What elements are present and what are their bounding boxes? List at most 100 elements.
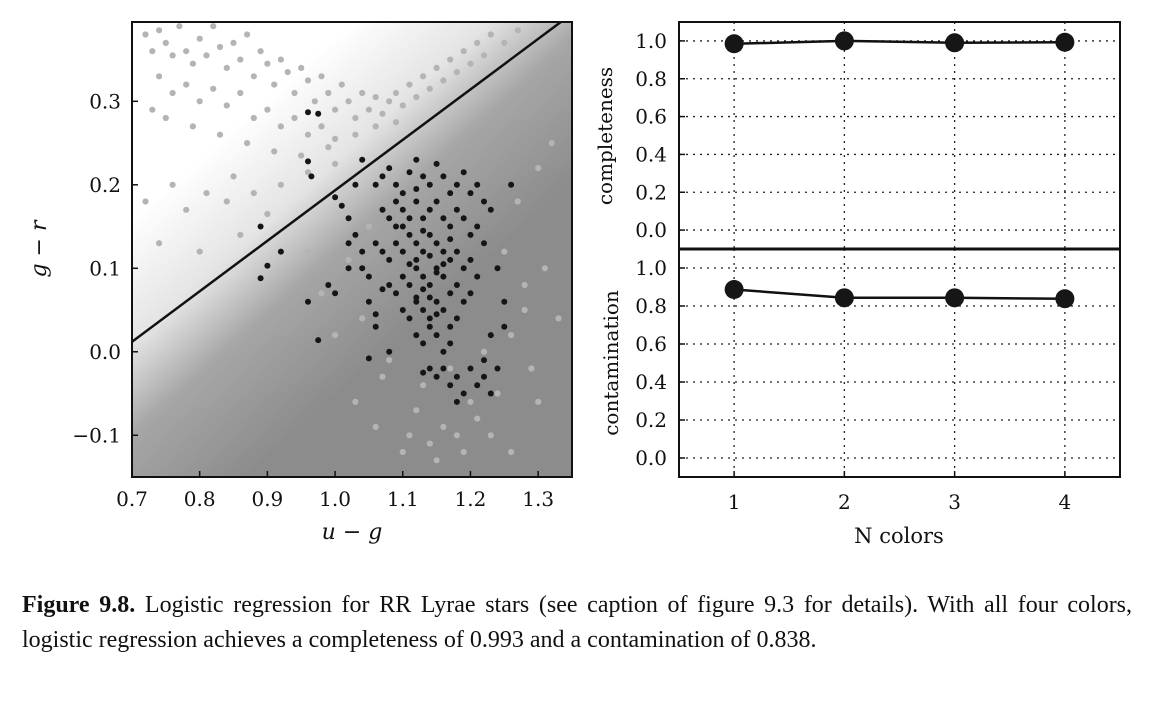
scatter-point-light xyxy=(291,114,298,122)
scatter-point-dark xyxy=(460,265,467,272)
scatter-point-dark xyxy=(447,382,454,389)
scatter-point-light xyxy=(386,357,393,364)
scatter-point-light xyxy=(325,89,332,97)
scatter-y-label: g − r xyxy=(27,219,52,278)
scatter-point-light xyxy=(311,98,318,105)
scatter-point-light xyxy=(149,48,156,55)
scatter-point-light xyxy=(183,48,190,55)
scatter-point-light xyxy=(426,85,433,92)
scatter-x-tick-label: 1.0 xyxy=(319,487,351,511)
contamination-x-tick-label: 4 xyxy=(1059,490,1072,514)
scatter-point-light xyxy=(426,440,433,447)
contamination-y-axis: 0.0 0.2 0.4 0.6 0.8 1.0 xyxy=(635,256,685,470)
scatter-point-dark xyxy=(406,231,413,238)
contamination-y-tick-label: 0.2 xyxy=(635,408,667,432)
scatter-point-dark xyxy=(474,273,481,280)
scatter-point-light xyxy=(210,23,217,30)
scatter-point-light xyxy=(304,131,312,138)
scatter-point-light xyxy=(528,365,535,372)
scatter-point-light xyxy=(392,89,400,97)
scatter-point-dark xyxy=(467,190,474,197)
scatter-point-light xyxy=(210,85,217,92)
scatter-point-light xyxy=(244,31,251,38)
scatter-point-light xyxy=(501,248,508,255)
scatter-point-dark xyxy=(399,248,406,255)
scatter-point-dark xyxy=(386,348,393,355)
scatter-point-dark xyxy=(406,315,413,322)
scatter-point-dark xyxy=(386,256,393,263)
scatter-point-light xyxy=(521,306,528,314)
scatter-point-light xyxy=(508,448,515,456)
scatter-point-dark xyxy=(345,215,352,222)
scatter-point-light xyxy=(196,35,203,42)
contamination-marker xyxy=(945,288,965,308)
scatter-point-light xyxy=(142,31,149,38)
scatter-point-dark xyxy=(393,290,399,297)
scatter-point-light xyxy=(216,131,224,138)
completeness-marker xyxy=(724,34,744,54)
scatter-x-label: u − g xyxy=(322,520,383,545)
scatter-point-light xyxy=(555,315,562,322)
scatter-point-light xyxy=(413,407,420,414)
completeness-y-axis: 0.0 0.2 0.4 0.6 0.8 1.0 xyxy=(635,29,685,242)
scatter-point-dark xyxy=(487,390,494,397)
scatter-point-light xyxy=(257,48,264,55)
scatter-point-dark xyxy=(453,398,460,405)
scatter-point-dark xyxy=(420,286,427,293)
scatter-point-light xyxy=(372,123,379,130)
scatter-point-light xyxy=(325,144,332,151)
scatter-point-light xyxy=(420,73,427,80)
scatter-point-light xyxy=(149,106,156,113)
scatter-point-light xyxy=(365,106,372,113)
contamination-x-tick-label: 1 xyxy=(728,490,741,514)
contamination-marker xyxy=(1055,289,1075,309)
scatter-point-dark xyxy=(345,265,352,272)
scatter-point-dark xyxy=(426,206,433,213)
scatter-point-dark xyxy=(420,248,427,255)
scatter-point-light xyxy=(386,98,393,105)
scatter-point-dark xyxy=(453,373,460,380)
scatter-point-light xyxy=(345,98,352,105)
scatter-point-light xyxy=(304,77,312,84)
scatter-point-light xyxy=(379,373,386,380)
scatter-point-light xyxy=(399,448,406,456)
scatter-point-light xyxy=(508,332,515,339)
completeness-y-tick-label: 0.6 xyxy=(635,105,667,129)
scatter-point-dark xyxy=(264,262,271,269)
scatter-point-light xyxy=(487,432,494,439)
scatter-points xyxy=(142,23,562,464)
scatter-point-light xyxy=(487,31,494,38)
scatter-point-dark xyxy=(413,298,420,305)
scatter-point-dark xyxy=(379,248,386,255)
scatter-point-dark xyxy=(501,298,508,305)
scatter-point-dark xyxy=(372,181,379,188)
scatter-point-light xyxy=(277,123,284,130)
scatter-point-light xyxy=(406,432,413,439)
scatter-point-dark xyxy=(453,248,460,255)
scatter-point-dark xyxy=(359,156,366,163)
scatter-point-light xyxy=(474,39,481,47)
scatter-point-dark xyxy=(433,240,440,247)
scatter-point-dark xyxy=(494,365,501,372)
scatter-point-light xyxy=(237,56,244,63)
scatter-x-tick-label: 1.2 xyxy=(455,487,487,511)
scatter-point-light xyxy=(318,123,325,130)
scatter-point-dark xyxy=(393,181,399,188)
scatter-point-light xyxy=(196,248,203,255)
completeness-panel: 0.0 0.2 0.4 0.6 0.8 1.0 completeness xyxy=(593,21,1121,250)
scatter-point-dark xyxy=(447,340,454,347)
scatter-point-dark xyxy=(440,215,447,222)
scatter-point-dark xyxy=(426,231,433,238)
scatter-point-dark xyxy=(453,315,460,322)
scatter-point-dark xyxy=(420,227,427,234)
scatter-point-dark xyxy=(406,169,413,176)
scatter-point-light xyxy=(474,415,481,422)
scatter-point-light xyxy=(250,114,257,122)
scatter-point-dark xyxy=(413,156,420,163)
contamination-line xyxy=(734,288,1065,301)
caption-label: Figure 9.8. xyxy=(22,592,136,618)
scatter-point-light xyxy=(298,64,305,71)
scatter-point-light xyxy=(440,77,447,84)
completeness-marker xyxy=(834,31,854,51)
scatter-point-light xyxy=(514,198,521,205)
